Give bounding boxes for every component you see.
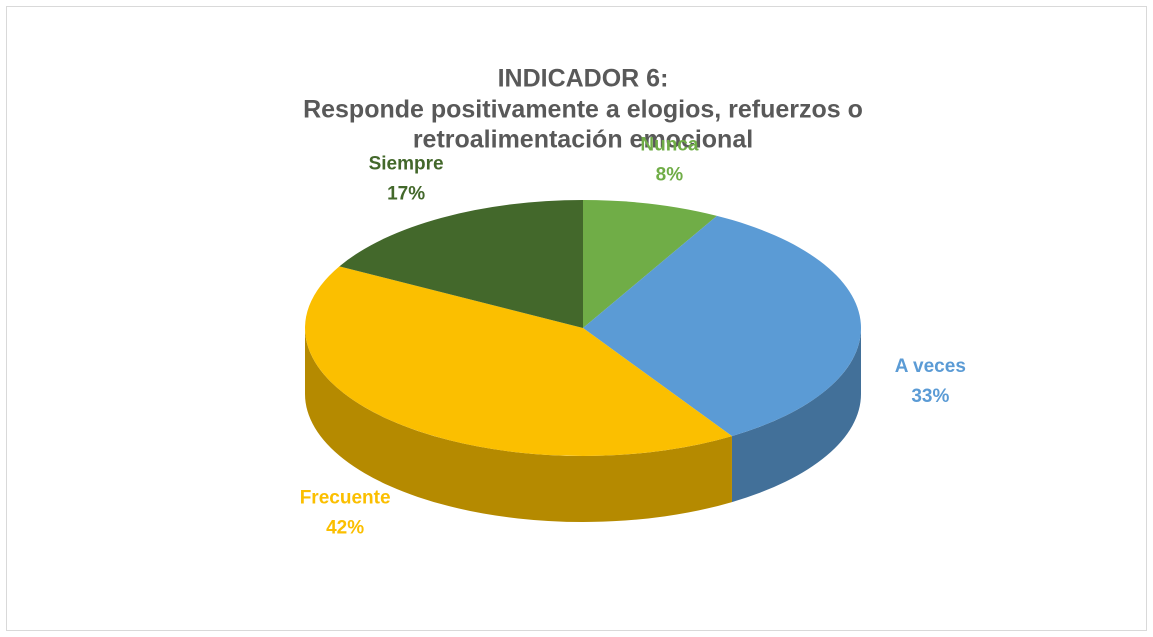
slice-value-label: 33% — [911, 386, 949, 407]
slice-value-label: 42% — [326, 517, 364, 538]
slice-side — [305, 328, 732, 522]
slice-value-label: 8% — [656, 165, 684, 186]
slice-side — [731, 328, 862, 503]
slice-label: Frecuente — [300, 487, 391, 508]
slice-value-label: 17% — [387, 183, 425, 204]
chart-title: INDICADOR 6: — [498, 65, 669, 93]
slice-label: A veces — [895, 356, 966, 377]
slice-label: Siempre — [369, 153, 444, 174]
slice — [339, 200, 583, 328]
chart-title: Responde positivamente a elogios, refuer… — [303, 96, 863, 124]
chart-title: retroalimentación emocional — [413, 126, 753, 154]
slice — [305, 266, 732, 456]
slice-label: Nunca — [640, 135, 699, 156]
slice — [583, 200, 717, 328]
slice — [583, 215, 861, 437]
